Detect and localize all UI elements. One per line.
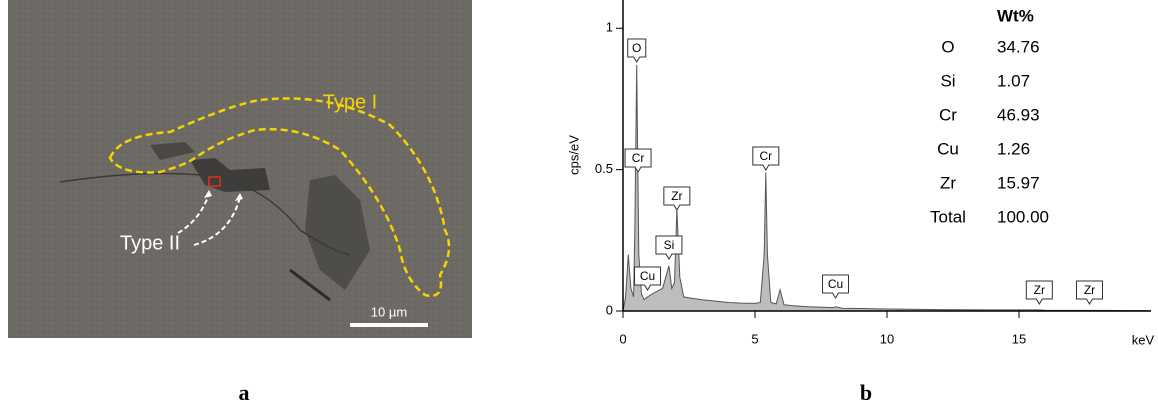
y-tick-label: 1	[606, 20, 613, 35]
region-label: Type II	[120, 232, 180, 254]
spectrum-line	[623, 65, 1151, 311]
spectrum-area	[623, 65, 1151, 311]
peak-label: Cr	[632, 151, 645, 165]
x-tick-label: 15	[1012, 331, 1026, 346]
y-axis-label: cps/eV	[566, 135, 581, 175]
table-element: Total	[930, 207, 966, 226]
sem-background	[8, 0, 472, 338]
panel-label: a	[239, 380, 250, 405]
table-value: 1.26	[997, 139, 1030, 158]
table-value: 100.00	[997, 207, 1049, 226]
y-tick-label: 0.5	[595, 161, 613, 176]
peak-label: Zr	[671, 189, 682, 203]
figure: Type I Type II 10 µm a b cps/eV keV 0510…	[0, 0, 1158, 409]
table-header: Wt%	[997, 6, 1034, 25]
table-element: O	[941, 37, 954, 56]
peak-label: Cr	[759, 149, 772, 163]
table-element: Si	[940, 71, 955, 90]
table-value: 15.97	[997, 173, 1040, 192]
peak-label: Zr	[1034, 283, 1045, 297]
region-label: Type I	[323, 91, 377, 113]
x-tick-label: 0	[619, 331, 626, 346]
table-value: 46.93	[997, 105, 1040, 124]
scale-bar-label: 10 µm	[371, 304, 407, 319]
table-element: Cu	[937, 139, 959, 158]
peak-label: Cu	[828, 277, 843, 291]
table-element: Cr	[939, 105, 957, 124]
peak-label: Si	[664, 238, 675, 252]
sem-image: Type I Type II 10 µm	[8, 0, 472, 338]
peak-label: Zr	[1084, 283, 1095, 297]
peak-label: Cu	[640, 269, 655, 283]
table-element: Zr	[940, 173, 956, 192]
table-value: 34.76	[997, 37, 1040, 56]
y-tick-label: 0	[606, 302, 613, 317]
x-axis-label: keV	[1132, 332, 1155, 347]
peak-label: O	[632, 41, 641, 55]
x-tick-label: 10	[880, 331, 894, 346]
table-value: 1.07	[997, 71, 1030, 90]
panel-label: b	[860, 380, 872, 405]
x-tick-label: 5	[751, 331, 758, 346]
